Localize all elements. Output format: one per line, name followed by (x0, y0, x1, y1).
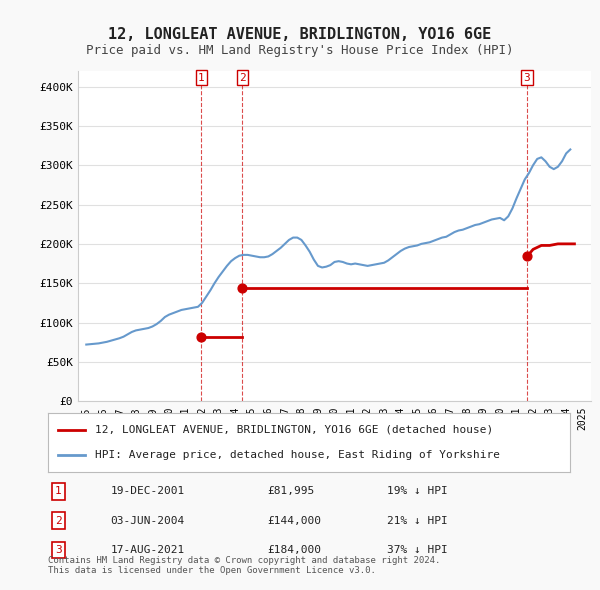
Text: 1: 1 (55, 486, 62, 496)
Text: Price paid vs. HM Land Registry's House Price Index (HPI): Price paid vs. HM Land Registry's House … (86, 44, 514, 57)
Text: 37% ↓ HPI: 37% ↓ HPI (388, 545, 448, 555)
Text: 12, LONGLEAT AVENUE, BRIDLINGTON, YO16 6GE: 12, LONGLEAT AVENUE, BRIDLINGTON, YO16 6… (109, 27, 491, 41)
Text: Contains HM Land Registry data © Crown copyright and database right 2024.
This d: Contains HM Land Registry data © Crown c… (48, 556, 440, 575)
Text: 12, LONGLEAT AVENUE, BRIDLINGTON, YO16 6GE (detached house): 12, LONGLEAT AVENUE, BRIDLINGTON, YO16 6… (95, 425, 493, 434)
Text: 1: 1 (198, 73, 205, 83)
Text: £81,995: £81,995 (267, 486, 314, 496)
Text: 3: 3 (524, 73, 530, 83)
Text: 03-JUN-2004: 03-JUN-2004 (110, 516, 185, 526)
Point (197, 332, 206, 342)
Text: 17-AUG-2021: 17-AUG-2021 (110, 545, 185, 555)
Text: HPI: Average price, detached house, East Riding of Yorkshire: HPI: Average price, detached house, East… (95, 451, 500, 460)
Text: 21% ↓ HPI: 21% ↓ HPI (388, 516, 448, 526)
Text: £144,000: £144,000 (267, 516, 321, 526)
Point (522, 252, 532, 261)
Point (238, 283, 247, 293)
Text: 2: 2 (239, 73, 245, 83)
Text: 19-DEC-2001: 19-DEC-2001 (110, 486, 185, 496)
Text: 2: 2 (55, 516, 62, 526)
Text: 19% ↓ HPI: 19% ↓ HPI (388, 486, 448, 496)
Text: £184,000: £184,000 (267, 545, 321, 555)
Text: 3: 3 (55, 545, 62, 555)
